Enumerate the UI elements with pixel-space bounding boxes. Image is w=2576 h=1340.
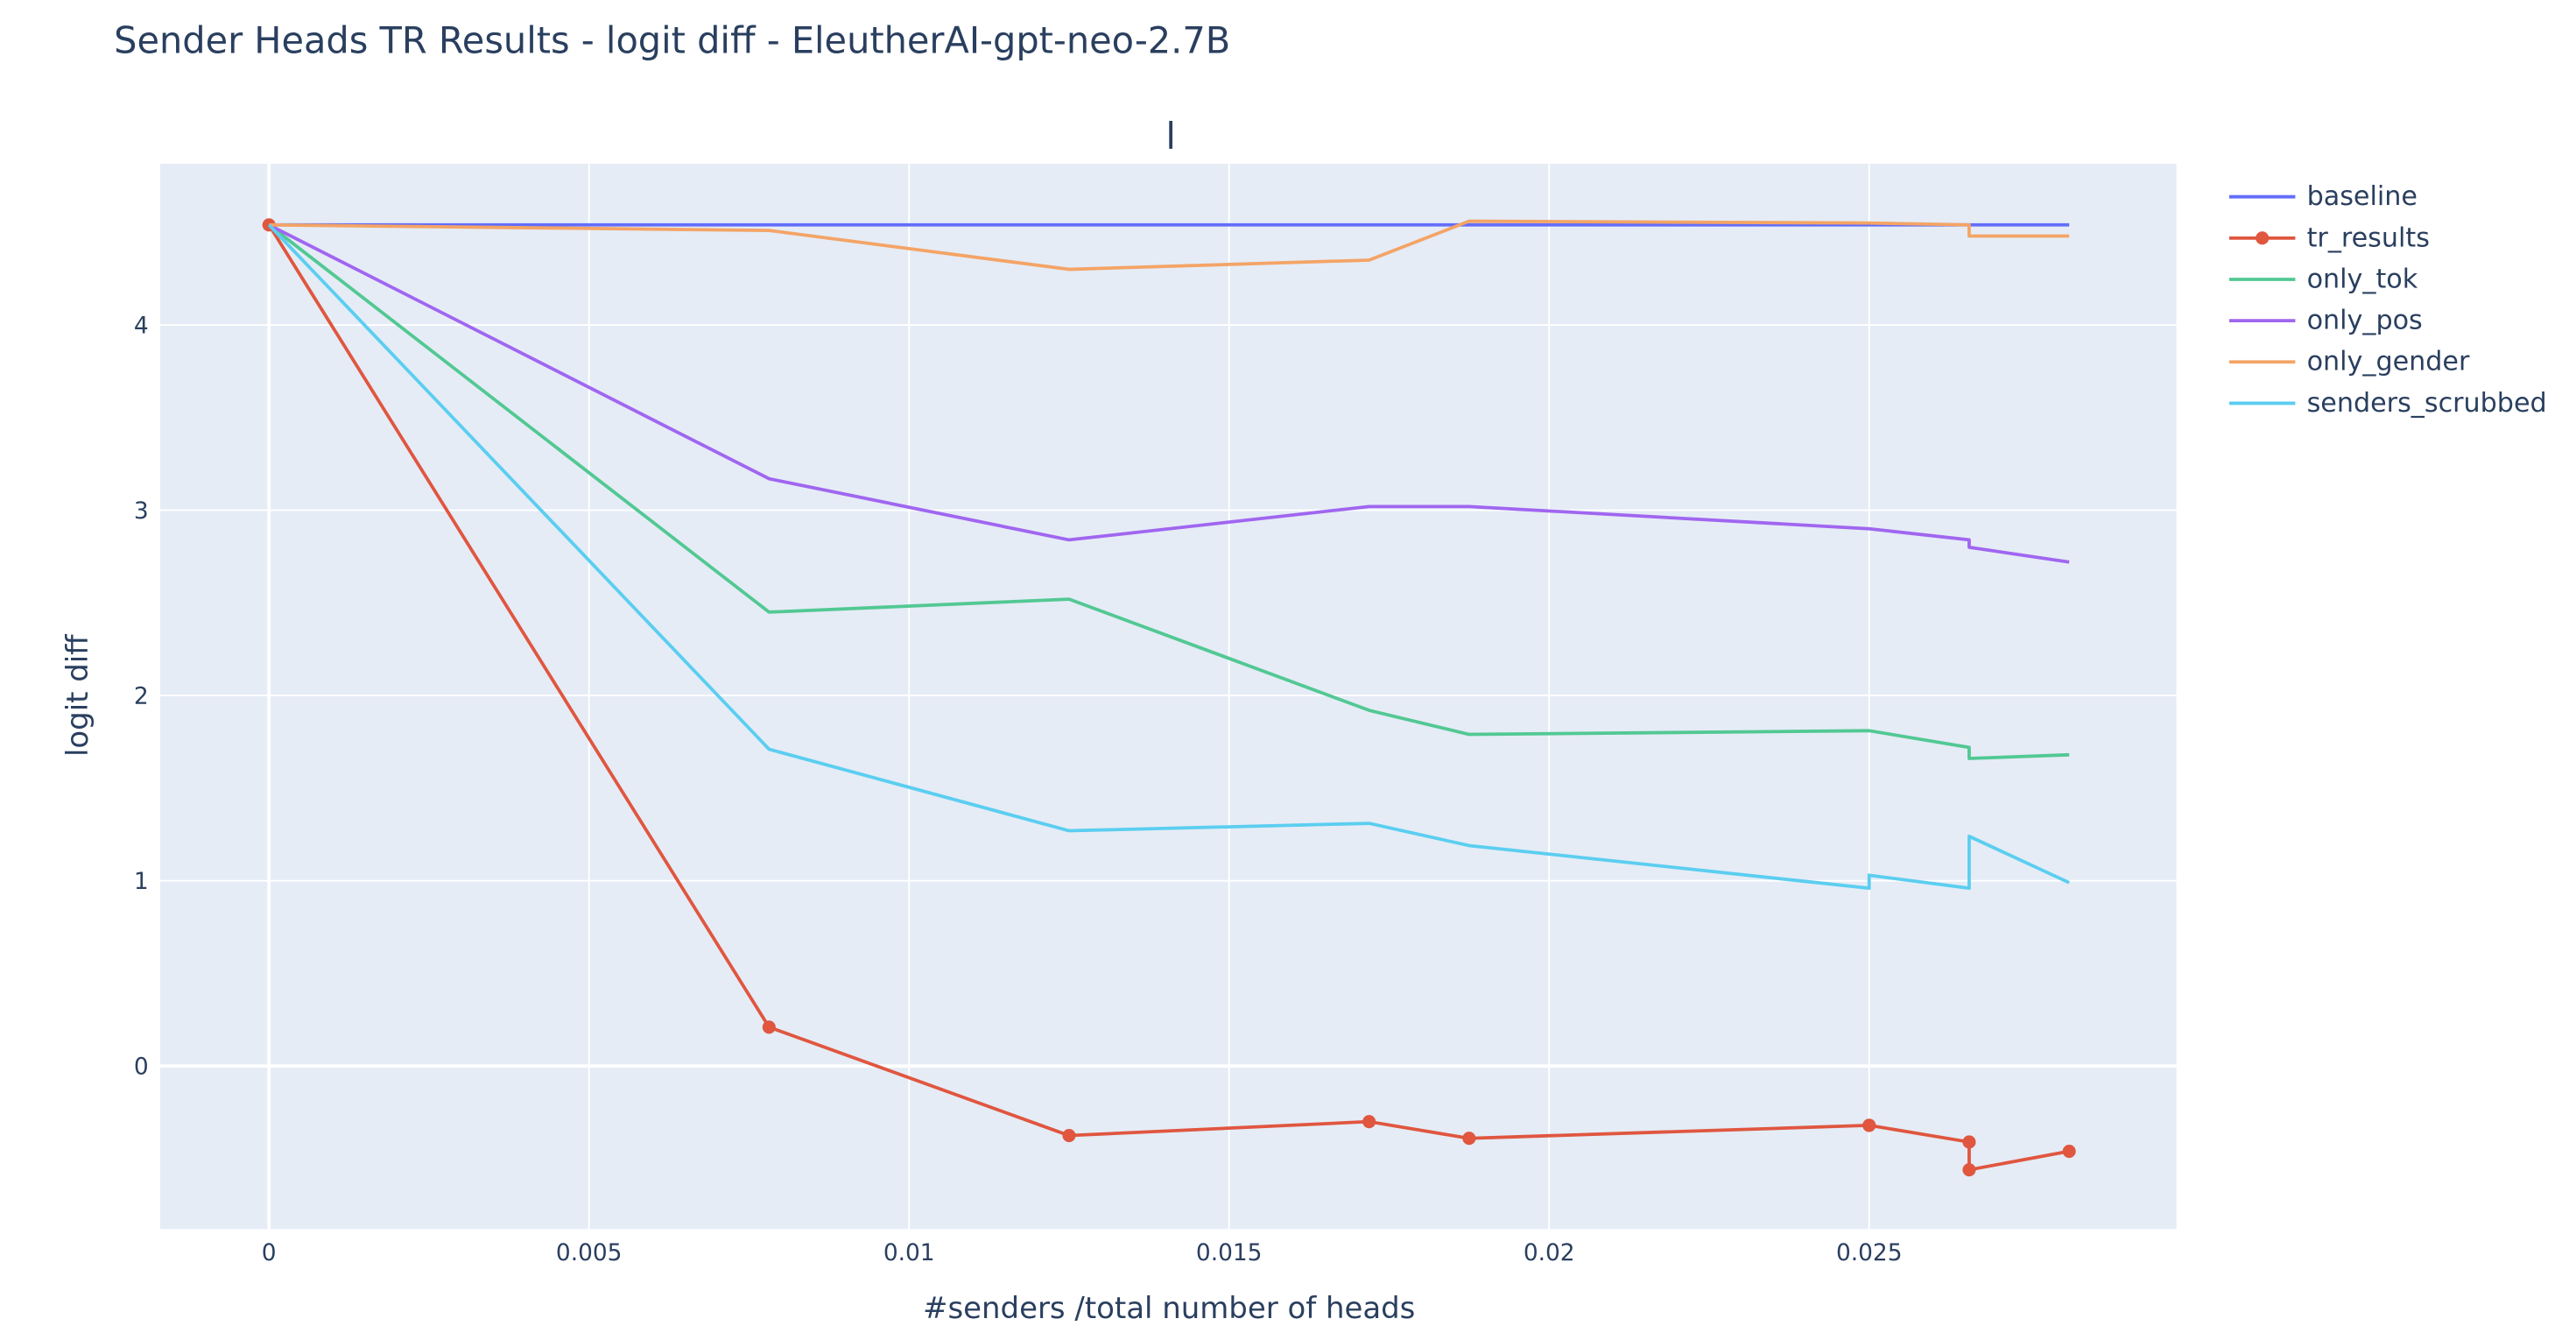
chart-title: Sender Heads TR Results - logit diff - E…	[114, 19, 1230, 62]
series-lines	[262, 218, 2076, 1177]
x-axis-ticks: 0 0.005 0.01 0.015 0.02 0.025	[262, 1239, 1903, 1266]
data-point-tr_results[interactable]	[1362, 1115, 1376, 1129]
x-tick-label: 0.025	[1836, 1239, 1903, 1266]
data-point-tr_results[interactable]	[1962, 1163, 1976, 1177]
legend-marker	[2256, 231, 2270, 245]
legend-label: tr_results	[2307, 222, 2430, 253]
legend-item-tr_results[interactable]: tr_results	[2228, 222, 2430, 253]
legend-item-only_gender[interactable]: only_gender	[2228, 347, 2470, 377]
legend-item-only_tok[interactable]: only_tok	[2228, 264, 2418, 294]
series-line-only_pos[interactable]	[268, 223, 2070, 564]
legend-label: baseline	[2307, 181, 2418, 212]
x-tick-label: 0	[262, 1239, 277, 1266]
x-axis-label: #senders /total number of heads	[923, 1291, 1415, 1326]
legend-label: senders_scrubbed	[2307, 388, 2547, 419]
series-line-only_tok[interactable]	[268, 223, 2070, 760]
legend-label: only_tok	[2307, 264, 2418, 294]
legend-item-only_pos[interactable]: only_pos	[2228, 306, 2423, 336]
legend-item-senders_scrubbed[interactable]: senders_scrubbed	[2228, 388, 2547, 419]
data-point-tr_results[interactable]	[1862, 1118, 1876, 1132]
data-point-tr_results[interactable]	[1462, 1132, 1476, 1146]
x-tick-label: 0.015	[1196, 1239, 1263, 1266]
x-tick-label: 0.02	[1524, 1239, 1575, 1266]
x-tick-label: 0.005	[556, 1239, 623, 1266]
y-tick-label: 4	[134, 312, 149, 339]
data-point-tr_results[interactable]	[1962, 1135, 1976, 1149]
x-tick-label: 0.01	[883, 1239, 935, 1266]
legend-label: only_pos	[2307, 306, 2423, 336]
y-tick-label: 3	[134, 497, 149, 525]
y-axis-label: logit diff	[60, 633, 95, 757]
data-point-tr_results[interactable]	[762, 1020, 776, 1034]
legend[interactable]: baseline tr_results only_tok only_pos only_g…	[2228, 181, 2547, 419]
series-line-only_gender[interactable]	[269, 219, 2070, 272]
legend-label: only_gender	[2307, 347, 2470, 377]
gridlines	[159, 163, 2177, 1230]
y-tick-label: 0	[134, 1054, 149, 1081]
series-line-senders_scrubbed[interactable]	[267, 223, 2070, 891]
legend-item-baseline[interactable]: baseline	[2228, 181, 2418, 212]
y-axis-ticks: 0 1 2 3 4	[134, 312, 149, 1080]
y-tick-label: 2	[134, 683, 149, 710]
y-tick-label: 1	[134, 868, 149, 895]
data-point-tr_results[interactable]	[2062, 1144, 2076, 1159]
subplot-title: l	[1165, 115, 1176, 158]
data-point-tr_results[interactable]	[1062, 1129, 1076, 1143]
